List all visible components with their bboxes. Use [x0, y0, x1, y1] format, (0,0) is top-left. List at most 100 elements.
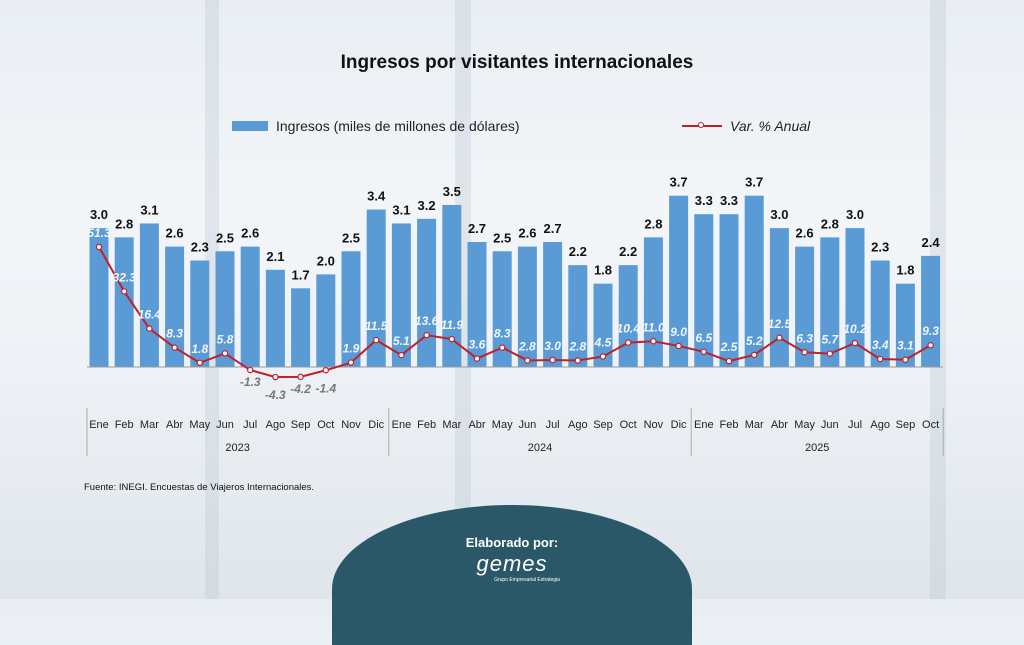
- bar-value-label: 2.2: [619, 244, 637, 259]
- x-tick-label: Jul: [546, 419, 560, 431]
- bar: [114, 237, 134, 367]
- year-label: 2023: [225, 442, 249, 454]
- bar: [442, 204, 462, 367]
- x-tick-label: Mar: [140, 419, 159, 431]
- x-tick-label: Feb: [417, 419, 436, 431]
- var-value-label: 1.8: [191, 342, 208, 356]
- var-point: [373, 336, 380, 344]
- bar: [417, 218, 437, 367]
- bar: [669, 195, 689, 367]
- legend-label: Var. % Anual: [730, 118, 811, 134]
- bar-value-label: 2.5: [342, 230, 360, 245]
- x-tick-label: Mar: [442, 419, 461, 431]
- var-value-label: 2.8: [568, 339, 586, 353]
- x-tick-label: Jul: [243, 419, 257, 431]
- source-note: Fuente: INEGI. Encuestas de Viajeros Int…: [84, 482, 315, 493]
- var-value-label: -1.4: [315, 381, 336, 395]
- var-point: [877, 355, 884, 363]
- bar-value-label: 2.7: [544, 221, 562, 236]
- x-tick-label: Sep: [291, 419, 311, 431]
- bar-value-label: 3.7: [745, 175, 763, 190]
- var-value-label: -4.3: [265, 388, 286, 402]
- x-tick-label: Nov: [341, 419, 361, 431]
- var-point: [851, 339, 859, 347]
- x-tick-label: Ene: [89, 419, 109, 431]
- legend-label: Ingresos (miles de millones de dólares): [276, 118, 520, 134]
- bar-value-label: 2.6: [796, 226, 814, 241]
- year-label: 2025: [805, 442, 829, 454]
- x-tick-label: Nov: [644, 419, 664, 431]
- bar-value-label: 3.0: [770, 207, 788, 222]
- bar-value-label: 2.5: [216, 230, 234, 245]
- var-value-label: 3.1: [897, 339, 914, 353]
- bar-value-label: 3.3: [695, 193, 713, 208]
- x-tick-label: Oct: [620, 419, 637, 431]
- chart-title: Ingresos por visitantes internacionales: [340, 52, 694, 73]
- var-point: [625, 339, 632, 346]
- bar: [593, 283, 613, 367]
- bar: [316, 274, 336, 367]
- var-value-label: 2.5: [720, 340, 738, 354]
- var-value-label: 6.3: [796, 331, 813, 345]
- legend-item-var: Var. % Anual: [682, 118, 810, 134]
- bar-value-label: 3.1: [140, 202, 158, 217]
- bar-value-label: 2.3: [871, 240, 889, 255]
- var-value-label: 5.7: [821, 333, 839, 347]
- x-tick-label: Abr: [166, 419, 183, 431]
- x-tick-label: Jul: [848, 419, 862, 431]
- x-tick-label: Jun: [821, 419, 839, 431]
- bar-value-label: 3.0: [90, 207, 108, 222]
- legend-bar-swatch: [232, 121, 268, 131]
- x-tick-label: Sep: [593, 419, 613, 431]
- var-value-label: 16.4: [138, 308, 162, 322]
- var-point: [927, 342, 934, 349]
- var-point: [95, 243, 103, 251]
- var-value-label: 3.6: [469, 338, 486, 352]
- var-value-label: -4.2: [290, 382, 311, 396]
- bar: [744, 195, 764, 367]
- var-point: [599, 353, 607, 360]
- bar: [366, 209, 386, 367]
- bar-value-label: 2.6: [518, 226, 536, 241]
- x-tick-label: Abr: [468, 419, 485, 431]
- var-point: [725, 357, 733, 365]
- bar-value-label: 2.5: [493, 230, 511, 245]
- bar: [215, 251, 235, 367]
- var-value-label: 32.3: [113, 270, 137, 284]
- bar: [139, 223, 159, 367]
- var-value-label: 5.8: [217, 332, 234, 346]
- bar: [492, 251, 512, 367]
- bar-value-label: 3.4: [367, 189, 386, 204]
- var-point: [221, 350, 229, 357]
- bar-value-label: 3.5: [443, 184, 461, 199]
- bar: [618, 265, 638, 367]
- var-value-label: 1.9: [343, 342, 360, 356]
- var-value-label: 5.1: [393, 334, 410, 348]
- var-point: [473, 355, 481, 362]
- var-point: [524, 357, 531, 364]
- bar: [895, 283, 915, 367]
- var-point: [347, 359, 355, 366]
- var-point: [196, 359, 203, 366]
- var-point: [751, 351, 758, 359]
- bar: [89, 228, 109, 367]
- var-value-label: 13.6: [415, 314, 439, 328]
- var-point: [675, 342, 682, 350]
- bar: [769, 228, 789, 367]
- var-point: [246, 366, 254, 374]
- x-tick-label: Ene: [392, 419, 412, 431]
- bar: [190, 260, 210, 367]
- bar: [870, 260, 890, 367]
- bar: [391, 223, 411, 367]
- var-value-label: 9.0: [670, 325, 687, 339]
- bar: [240, 246, 260, 367]
- bar: [265, 269, 285, 367]
- bar-value-label: 2.8: [644, 216, 662, 231]
- var-value-label: 3.4: [872, 338, 889, 352]
- var-value-label: 12.5: [768, 317, 792, 331]
- x-tick-label: Ago: [266, 419, 286, 431]
- bar: [694, 214, 714, 367]
- var-point: [574, 357, 582, 364]
- var-value-label: 10.2: [843, 322, 867, 336]
- x-tick-label: Jun: [519, 419, 537, 431]
